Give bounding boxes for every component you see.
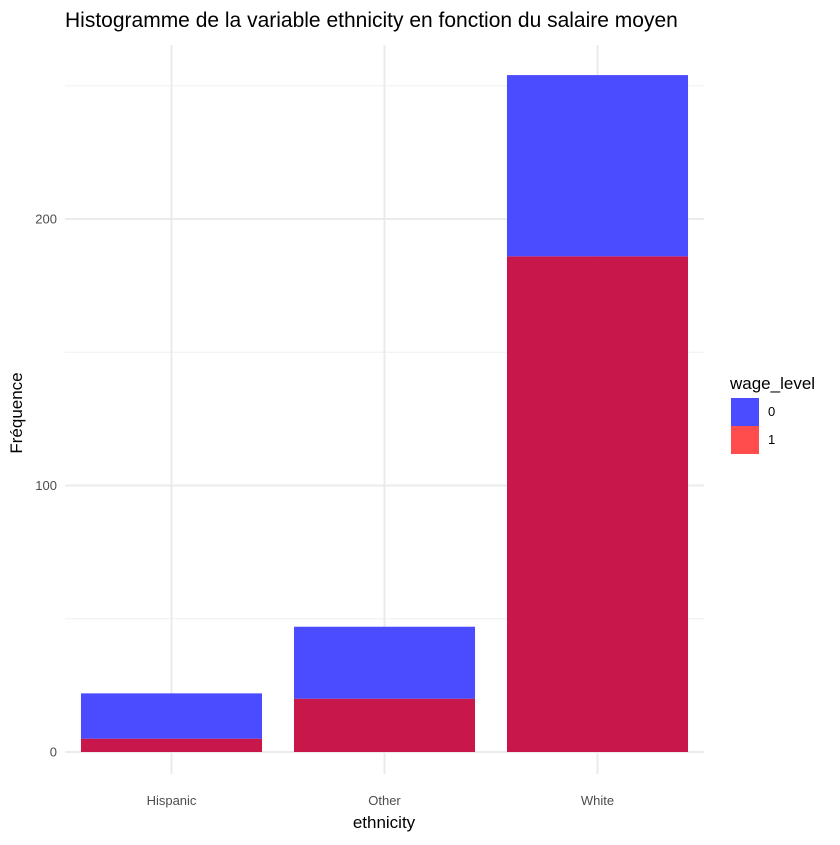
bar-white-level-0	[506, 75, 689, 257]
bar-other-level-0	[293, 626, 476, 699]
y-axis-title: Fréquence	[7, 372, 26, 453]
bars	[80, 75, 689, 752]
bar-other-level-1	[293, 698, 476, 752]
x-tick-label-hispanic: Hispanic	[147, 793, 197, 808]
legend-label-1: 1	[768, 432, 775, 447]
legend-swatch-0	[731, 398, 759, 426]
chart-title: Histogramme de la variable ethnicity en …	[65, 9, 678, 32]
x-tick-label-other: Other	[368, 793, 401, 808]
bar-hispanic-level-1	[80, 738, 263, 752]
legend-title: wage_level	[729, 374, 815, 393]
x-axis-title: ethnicity	[353, 813, 416, 832]
legend-label-0: 0	[768, 404, 775, 419]
y-tick-label-2: 200	[35, 212, 57, 227]
x-tick-label-white: White	[581, 793, 614, 808]
y-tick-label-1: 100	[35, 478, 57, 493]
tick-labels: 0 100 200 Hispanic Other White	[35, 212, 614, 809]
legend: wage_level 0 1	[729, 374, 815, 454]
bar-hispanic-level-0	[80, 693, 263, 739]
y-tick-label-0: 0	[50, 745, 57, 760]
bar-white-level-1	[506, 256, 689, 752]
legend-swatch-1	[731, 426, 759, 454]
